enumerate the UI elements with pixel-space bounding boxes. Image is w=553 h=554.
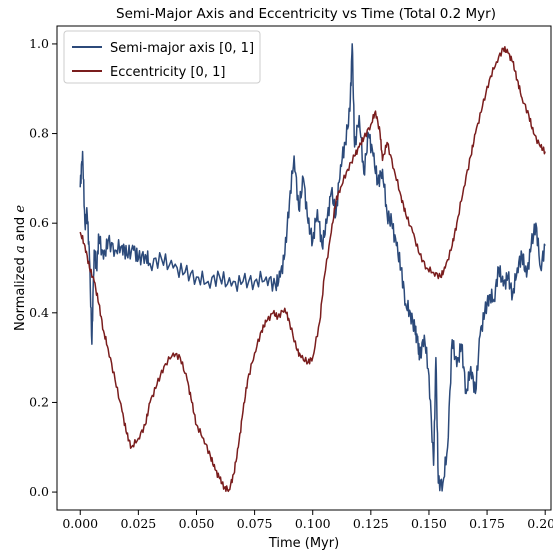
x-tick-label: 0.175 bbox=[469, 516, 505, 531]
legend-box bbox=[63, 30, 261, 84]
x-tick-label: 0.025 bbox=[120, 516, 156, 531]
x-tick-label: 0.150 bbox=[411, 516, 447, 531]
legend-entry: Semi-major axis [0, 1] bbox=[110, 41, 254, 56]
y-tick-label: 0.6 bbox=[29, 215, 49, 230]
x-tick-label: 0.100 bbox=[295, 516, 331, 531]
legend: Semi-major axis [0, 1] Eccentricity [0, 1… bbox=[63, 30, 261, 84]
axes-layer: 0.000 0.025 0.050 0.075 0.100 0.125 0.150 0.175… bbox=[29, 36, 553, 531]
y-axis-label-part: a bbox=[13, 245, 28, 253]
x-tick-label: 0.050 bbox=[179, 516, 215, 531]
x-tick-label: 0.125 bbox=[353, 516, 389, 531]
series-layer bbox=[79, 43, 546, 493]
series-line-semi-major-axis bbox=[79, 43, 546, 492]
y-tick-label: 0.0 bbox=[29, 484, 49, 499]
y-tick-label: 0.8 bbox=[29, 126, 49, 141]
plot-area bbox=[56, 25, 552, 511]
x-tick-label: 0.200 bbox=[527, 516, 553, 531]
chart-title: Semi-Major Axis and Eccentricity vs Time… bbox=[116, 6, 496, 22]
y-tick-label: 0.4 bbox=[29, 305, 49, 320]
series-line-eccentricity bbox=[79, 46, 546, 493]
y-axis-label-part: and bbox=[13, 213, 28, 246]
y-tick-label: 0.2 bbox=[29, 394, 49, 409]
y-tick-label: 1.0 bbox=[29, 36, 49, 51]
x-axis-label: Time (Myr) bbox=[268, 536, 339, 551]
y-axis-label: Normalized a and e bbox=[13, 205, 28, 331]
x-tick-label: 0.000 bbox=[62, 516, 98, 531]
x-tick-label: 0.075 bbox=[237, 516, 273, 531]
y-axis-label-part: e bbox=[13, 205, 28, 213]
y-axis-label-part: Normalized bbox=[13, 253, 28, 331]
legend-entry: Eccentricity [0, 1] bbox=[110, 65, 225, 80]
